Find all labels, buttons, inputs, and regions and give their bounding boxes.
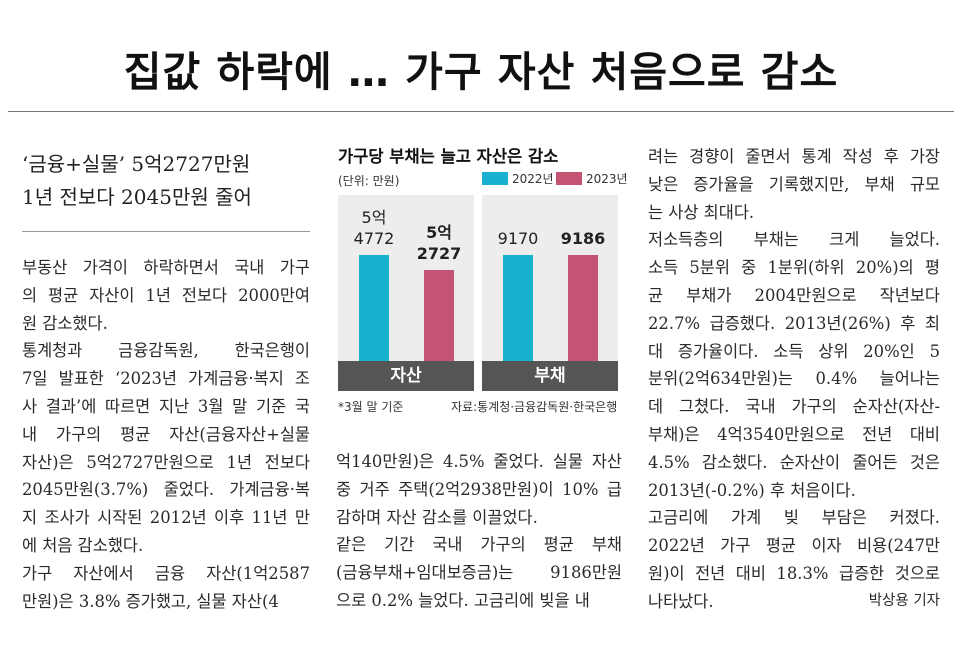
text-line: 원)이 전년 대비 18.3% 급증한 것으로 [648, 563, 940, 583]
bar-data-label: 9170 [497, 229, 539, 248]
text-line: 낮은 증가율을 기록했지만, 부채 규모 [648, 174, 940, 194]
bar [503, 255, 533, 361]
category-label: 자산 [338, 361, 474, 391]
text-line: 고금리에 가계 빚 부담은 커졌다. [648, 508, 940, 528]
text-line: 22.7% 급증했다. 2013년(26%) 후 최 [648, 313, 940, 333]
bar-data-label: 5억 2727 [416, 223, 462, 263]
text-line: 2022년 가구 평균 이자 비용(247만 [648, 536, 940, 556]
legend-label-2023: 2023년 [586, 171, 628, 186]
headline-rule [8, 111, 954, 112]
subheadline-line-1: ‘금융+실물’ 5억2727만원 [22, 152, 251, 176]
bar [424, 270, 454, 361]
text-line: 지 조사가 시작된 2012년 이후 11년 만 [22, 508, 310, 528]
text-line: 만원)은 3.8% 증가했고, 실물 자산(4 [22, 591, 279, 611]
text-line: 내 가구의 평균 자산(금융자산+실물 [22, 424, 310, 444]
bar-data-label: 5억 4772 [353, 208, 395, 248]
text-line: 같은 기간 국내 가구의 평균 부채 [336, 535, 622, 555]
text-line: 중 거주 주택(2억2938만원)이 10% 급 [336, 479, 622, 499]
text-line: 감하며 자산 감소를 이끌었다. [336, 507, 538, 527]
chart-footnote: *3월 말 기준 [338, 400, 404, 414]
text-line: 에 처음 감소했다. [22, 535, 144, 555]
text-line: 억140만원)은 4.5% 줄었다. 실물 자산 [336, 452, 622, 471]
text-line: 2013년(-0.2%) 후 처음이다. [648, 480, 856, 500]
text-line: 소득 5분위 중 1분위(하위 20%)의 평 [648, 258, 940, 278]
text-line: 2045만원(3.7%) 줄었다. 가계금융·복 [22, 480, 310, 500]
text-line: (금융부채+임대보증금)는 9186만원 [336, 563, 622, 583]
text-line: 원 감소했다. [22, 313, 108, 333]
chart-title: 가구당 부채는 늘고 자산은 감소 [338, 147, 559, 166]
text-line: 사 결과’에 따르면 지난 3월 말 기준 국 [22, 396, 310, 416]
bar [568, 255, 598, 361]
chart-unit: (단위: 만원) [338, 174, 400, 188]
text-line: 7일 발표한 ‘2023년 가계금융·복지 조 [22, 369, 310, 389]
legend-swatch-2023 [556, 171, 582, 185]
subheadline-line-2: 1년 전보다 2045만원 줄어 [22, 185, 252, 209]
text-line: 통계청과 금융감독원, 한국은행이 [22, 341, 310, 361]
text-line: 자산)은 5억2727만원으로 1년 전보다 [22, 452, 310, 472]
text-line: 균 부채가 2004만원으로 작년보다 [648, 285, 940, 305]
legend-2022: 2022년 [482, 170, 554, 186]
text-line: 저소득층의 부채는 크게 늘었다. [648, 230, 940, 250]
text-line: 4.5% 감소했다. 순자산이 줄어든 것은 [648, 452, 940, 472]
text-line: 의 평균 자산이 1년 전보다 2000만여 [22, 285, 310, 305]
text-line: 부채)은 4억3540만원으로 전년 대비 [648, 424, 940, 444]
bar [359, 255, 389, 361]
chart-source: 자료:통계청·금융감독원·한국은행 [451, 400, 618, 414]
legend-swatch-2022 [482, 171, 508, 185]
legend-label-2022: 2022년 [512, 171, 554, 186]
category-label: 부채 [482, 361, 618, 391]
text-line: 부동산 가격이 하락하면서 국내 가구 [22, 258, 310, 277]
text-line: 으로 0.2% 늘었다. 고금리에 빚을 내 [336, 590, 590, 610]
legend-2023: 2023년 [556, 170, 628, 186]
text-line: 려는 경향이 줄면서 통계 작성 후 가장 [648, 147, 940, 166]
text-line: 는 사상 최대다. [648, 202, 755, 222]
text-line: 대 증가율이다. 소득 상위 20%인 5 [648, 341, 940, 361]
headline: 집값 하락에 … 가구 자산 처음으로 감소 [123, 48, 839, 96]
text-line: 가구 자산에서 금융 자산(1억2587 [22, 563, 310, 583]
text-line: 데 그쳤다. 국내 가구의 순자산(자산- [648, 397, 940, 417]
byline: 박상용 기자 [868, 592, 940, 609]
subheadline-rule [22, 231, 310, 232]
text-line: 분위(2억634만원)는 0.4% 늘어나는 [648, 369, 940, 389]
bar-data-label: 9186 [560, 229, 606, 248]
text-line: 나타났다. 박상용 기자 [648, 588, 940, 616]
